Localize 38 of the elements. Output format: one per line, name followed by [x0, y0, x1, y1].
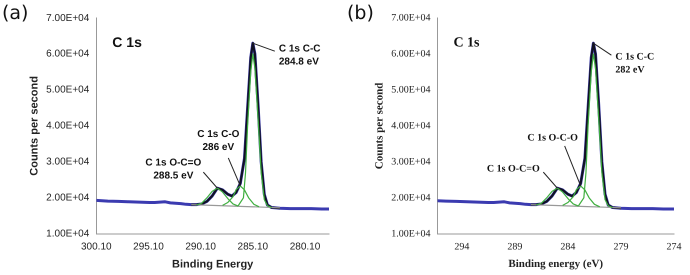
x-tick-label: 280.10: [290, 242, 321, 253]
annotation: C 1s C-O 286 eV: [197, 129, 240, 154]
y-tick-label: 2.00E+04: [391, 192, 430, 204]
x-tick-label: 300.10: [81, 242, 112, 253]
y-axis-title: Counts per second: [373, 82, 386, 170]
x-tick-label: 285.10: [238, 242, 269, 253]
y-axis-title: Counts per second: [28, 76, 41, 176]
x-tick-label: 290.10: [185, 242, 216, 253]
x-axis-title: Binding energy (eV): [508, 258, 604, 270]
x-tick-label: 279: [613, 241, 628, 252]
x-tick-label: 274: [666, 241, 682, 252]
annotation: C 1s: [112, 34, 142, 50]
y-tick-label: 6.00E+04: [46, 48, 90, 60]
x-tick-label: 284: [560, 241, 576, 252]
y-tick-label: 7.00E+04: [46, 12, 90, 24]
annotation: C 1s O-C=O: [486, 164, 540, 175]
x-tick-label: 294: [454, 241, 470, 252]
y-tick-label: 6.00E+04: [391, 48, 430, 60]
annotation: C 1s O-C=O 288.5 eV: [145, 157, 202, 182]
y-tick-label: 5.00E+04: [46, 84, 90, 96]
x-tick-label: 289: [507, 241, 522, 252]
annotation: C 1s O-C-O: [527, 132, 578, 144]
annotation: C 1s C-C 282 eV: [615, 51, 654, 76]
annotation: C 1s: [453, 36, 480, 51]
x-axis-title: Binding Energy: [172, 258, 254, 270]
annotation: C 1s C-C 284.8 eV: [278, 43, 321, 68]
y-tick-label: 5.00E+04: [391, 84, 430, 96]
y-tick-label: 1.00E+04: [46, 228, 90, 240]
chart-title: (b): [347, 2, 374, 24]
y-tick-label: 7.00E+04: [391, 12, 430, 24]
y-tick-label: 3.00E+04: [391, 156, 430, 168]
y-tick-label: 2.00E+04: [46, 192, 90, 204]
y-tick-label: 1.00E+04: [391, 228, 430, 240]
x-tick-label: 295.10: [133, 242, 164, 253]
chart-title: (a): [2, 2, 28, 24]
y-tick-label: 4.00E+04: [391, 120, 430, 132]
y-tick-label: 4.00E+04: [46, 120, 90, 132]
y-tick-label: 3.00E+04: [46, 156, 90, 168]
